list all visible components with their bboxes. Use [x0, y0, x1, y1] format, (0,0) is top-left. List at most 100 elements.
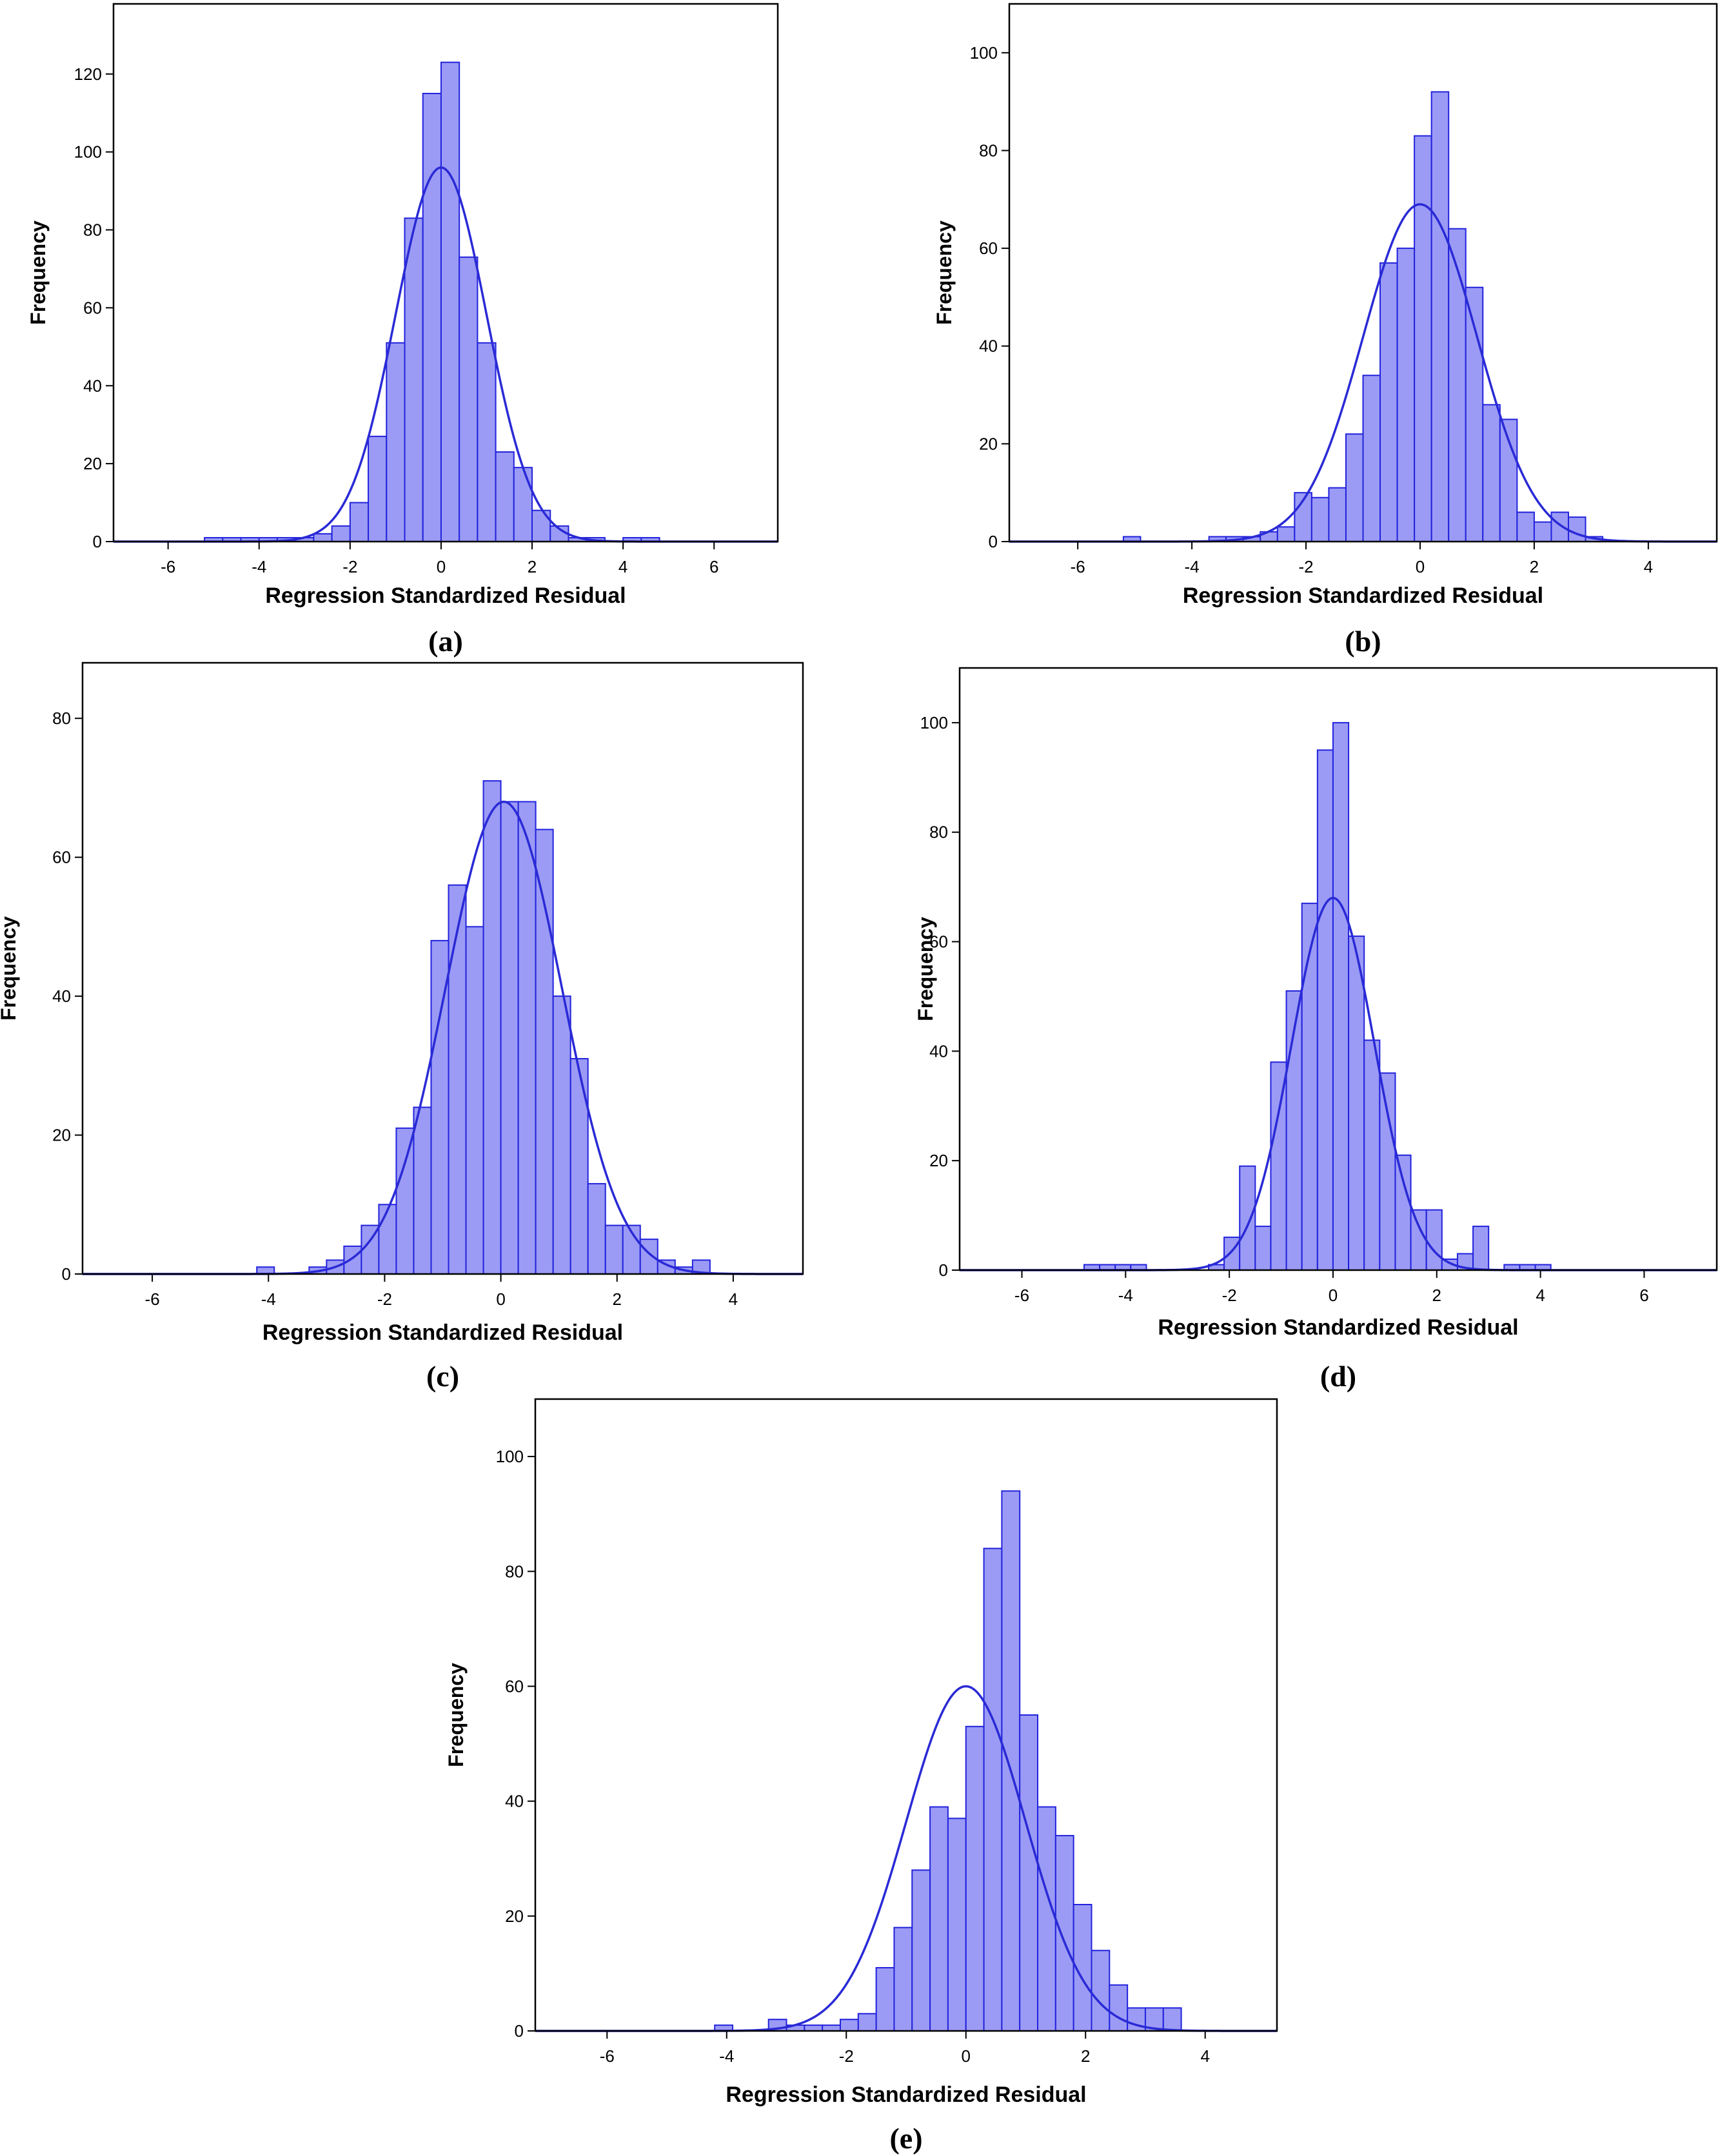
- x-tick-label: -2: [377, 1289, 392, 1309]
- histogram-bar: [965, 1725, 985, 2032]
- histogram-bar: [1362, 375, 1381, 542]
- y-tick-label: 80: [83, 220, 102, 240]
- histogram-bar: [1448, 228, 1467, 542]
- histogram-bar: [422, 93, 442, 542]
- x-axis-label: Regression Standardized Residual: [262, 1320, 623, 1345]
- histogram-bar: [1414, 135, 1432, 542]
- histogram-bar: [404, 217, 424, 542]
- x-tick-label: 4: [1644, 557, 1653, 576]
- x-tick-label: -4: [252, 557, 266, 576]
- y-tick-label: 40: [979, 337, 998, 356]
- histogram-bar: [1550, 511, 1569, 543]
- histogram-bar: [1001, 1490, 1021, 2032]
- x-axis-label: Regression Standardized Residual: [1158, 1315, 1518, 1340]
- plot-frame: [534, 1398, 1278, 2032]
- histogram-bar: [1430, 91, 1450, 543]
- histogram-bar: [1254, 1226, 1272, 1271]
- histogram-bar: [1037, 1806, 1056, 2032]
- y-tick-label: 100: [920, 713, 948, 732]
- histogram-bar: [1379, 1072, 1396, 1271]
- histogram-bar: [1379, 262, 1398, 542]
- x-tick-label: 2: [1432, 1286, 1441, 1305]
- histogram-bar: [1425, 1209, 1443, 1271]
- x-tick-label: -6: [600, 2046, 615, 2066]
- plot-frame: [958, 667, 1718, 1271]
- y-tick-label: 20: [929, 1151, 948, 1170]
- histogram-bar: [386, 342, 406, 543]
- histogram-bar: [513, 467, 533, 542]
- histogram-bar: [1328, 487, 1347, 542]
- x-axis-label: Regression Standardized Residual: [726, 2082, 1086, 2107]
- x-tick-label: 0: [1416, 557, 1425, 576]
- histogram-bar: [349, 502, 370, 543]
- panel-label: (b): [1345, 625, 1381, 658]
- panel-label: (e): [889, 2122, 922, 2155]
- y-axis-label: Frequency: [933, 220, 956, 325]
- y-tick-label: 60: [83, 298, 102, 317]
- x-tick-label: 2: [528, 557, 537, 576]
- y-tick-label: 20: [83, 454, 102, 473]
- histogram-bar: [1516, 511, 1535, 543]
- y-axis-label: Frequency: [914, 917, 937, 1021]
- histogram-bar: [875, 1967, 895, 2032]
- y-tick-label: 20: [52, 1126, 71, 1145]
- x-tick-label: 0: [496, 1289, 505, 1309]
- y-axis-label: Frequency: [444, 1663, 468, 1767]
- histogram-bar: [1285, 990, 1303, 1271]
- x-tick-label: 4: [1200, 2046, 1209, 2066]
- histogram-bar: [893, 1926, 913, 2032]
- histogram-bar: [1270, 1061, 1287, 1271]
- x-tick-label: -4: [261, 1289, 276, 1309]
- x-tick-label: 6: [1639, 1286, 1648, 1305]
- y-tick-label: 0: [515, 2021, 524, 2041]
- histogram-bar: [804, 2024, 824, 2032]
- y-tick-label: 100: [970, 43, 998, 63]
- x-tick-label: 6: [709, 557, 718, 576]
- histogram-bar: [535, 828, 554, 1275]
- histogram-bar: [465, 926, 484, 1275]
- histogram-bar: [1472, 1226, 1490, 1271]
- histogram-bar: [1533, 521, 1552, 542]
- panel-label: (d): [1320, 1360, 1356, 1393]
- y-tick-label: 80: [979, 141, 998, 160]
- histogram-bar: [517, 801, 537, 1275]
- x-axis-label: Regression Standardized Residual: [265, 583, 626, 608]
- histogram-bar: [413, 1106, 432, 1275]
- histogram-bar: [313, 533, 333, 542]
- y-tick-label: 100: [74, 142, 102, 162]
- y-tick-label: 0: [93, 532, 102, 551]
- histogram-bar: [1332, 721, 1350, 1271]
- x-tick-label: 2: [613, 1289, 622, 1309]
- y-tick-label: 40: [83, 376, 102, 395]
- x-tick-label: -2: [1298, 557, 1313, 576]
- histogram-bar: [378, 1204, 397, 1275]
- histogram-bar: [1410, 1209, 1427, 1271]
- x-tick-label: -6: [1014, 1286, 1029, 1305]
- histogram-bar: [1396, 248, 1416, 542]
- histogram-bar: [395, 1127, 415, 1275]
- x-tick-label: -6: [1071, 557, 1085, 576]
- y-tick-label: 100: [496, 1447, 524, 1466]
- histogram-bar: [639, 1239, 658, 1275]
- histogram-bar: [440, 61, 460, 542]
- histogram-bar: [1363, 1039, 1381, 1271]
- x-tick-label: -6: [161, 557, 175, 576]
- y-tick-label: 0: [989, 532, 998, 551]
- histogram-bar: [477, 342, 497, 543]
- y-tick-label: 20: [505, 1906, 524, 1926]
- histogram-bar: [368, 435, 388, 543]
- histogram-bar: [911, 1869, 931, 2032]
- histogram-bar: [482, 780, 502, 1275]
- histogram-bar: [331, 525, 351, 543]
- y-tick-label: 80: [929, 823, 948, 842]
- histogram-bar: [459, 256, 479, 542]
- y-tick-label: 40: [52, 986, 71, 1006]
- histogram-bar: [947, 1818, 967, 2032]
- x-tick-label: -4: [719, 2046, 734, 2066]
- y-tick-label: 120: [74, 64, 102, 84]
- histogram-bar: [1054, 1835, 1074, 2032]
- panel-label: (a): [428, 625, 463, 658]
